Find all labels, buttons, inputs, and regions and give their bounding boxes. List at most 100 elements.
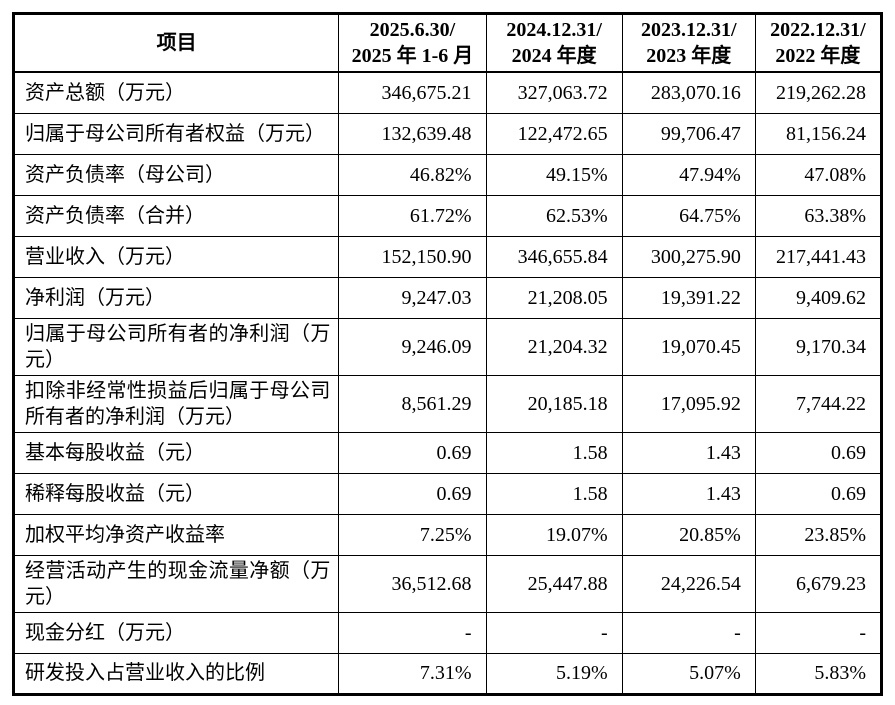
header-col-2025-date: 2025.6.30/ — [369, 19, 456, 41]
cell-value: 5.07% — [621, 652, 756, 695]
cell-value: 9,409.62 — [754, 276, 883, 319]
cell-value: 1.43 — [621, 431, 756, 474]
cell-value: 7,744.22 — [754, 374, 883, 433]
header-row: 项目 2025.6.30/ 2025 年 1-6 月 2024.12.31/ 2… — [12, 13, 883, 73]
cell-value: - — [338, 611, 487, 654]
cell-value: 1.43 — [621, 472, 756, 515]
cell-value: 21,204.32 — [485, 317, 623, 376]
cell-value: 19.07% — [485, 513, 623, 556]
cell-value: 63.38% — [754, 194, 883, 237]
cell-value: - — [754, 611, 883, 654]
row-label: 研发投入占营业收入的比例 — [12, 652, 340, 695]
header-col-2025-period: 2025 年 1-6 月 — [351, 45, 474, 67]
table-row-basic-eps: 基本每股收益（元） 0.69 1.58 1.43 0.69 — [12, 431, 883, 474]
cell-value: 21,208.05 — [485, 276, 623, 319]
table-row-diluted-eps: 稀释每股收益（元） 0.69 1.58 1.43 0.69 — [12, 472, 883, 515]
cell-value: 64.75% — [621, 194, 756, 237]
cell-value: 8,561.29 — [338, 374, 487, 433]
row-label: 扣除非经常性损益后归属于母公司所有者的净利润（万元） — [12, 374, 340, 433]
header-col-2023-date: 2023.12.31/ — [640, 19, 737, 41]
table-row-rd-ratio: 研发投入占营业收入的比例 7.31% 5.19% 5.07% 5.83% — [12, 652, 883, 695]
header-col-2022-period: 2022 年度 — [775, 45, 861, 67]
cell-value: 122,472.65 — [485, 112, 623, 155]
header-col-2023: 2023.12.31/ 2023 年度 — [621, 13, 756, 73]
cell-value: 0.69 — [338, 431, 487, 474]
cell-value: 0.69 — [338, 472, 487, 515]
cell-value: 0.69 — [754, 472, 883, 515]
table-row-debt-ratio-parent: 资产负债率（母公司） 46.82% 49.15% 47.94% 47.08% — [12, 153, 883, 196]
cell-value: 5.83% — [754, 652, 883, 695]
cell-value: 9,247.03 — [338, 276, 487, 319]
cell-value: 1.58 — [485, 431, 623, 474]
table-row-parent-net-profit: 归属于母公司所有者的净利润（万元） 9,246.09 21,204.32 19,… — [12, 317, 883, 376]
header-item-label: 项目 — [12, 13, 340, 73]
table-row-parent-equity: 归属于母公司所有者权益（万元） 132,639.48 122,472.65 99… — [12, 112, 883, 155]
cell-value: 20.85% — [621, 513, 756, 556]
cell-value: 62.53% — [485, 194, 623, 237]
cell-value: 327,063.72 — [485, 71, 623, 114]
row-label: 营业收入（万元） — [12, 235, 340, 278]
row-label: 稀释每股收益（元） — [12, 472, 340, 515]
cell-value: 25,447.88 — [485, 554, 623, 613]
table-row-deducted-net-profit: 扣除非经常性损益后归属于母公司所有者的净利润（万元） 8,561.29 20,1… — [12, 374, 883, 433]
table-row-operating-cash-flow: 经营活动产生的现金流量净额（万元） 36,512.68 25,447.88 24… — [12, 554, 883, 613]
cell-value: 300,275.90 — [621, 235, 756, 278]
row-label: 经营活动产生的现金流量净额（万元） — [12, 554, 340, 613]
cell-value: 47.94% — [621, 153, 756, 196]
row-label: 加权平均净资产收益率 — [12, 513, 340, 556]
header-col-2024-date: 2024.12.31/ — [506, 19, 602, 41]
cell-value: 217,441.43 — [754, 235, 883, 278]
cell-value: 346,655.84 — [485, 235, 623, 278]
cell-value: 23.85% — [754, 513, 883, 556]
cell-value: 152,150.90 — [338, 235, 487, 278]
cell-value: 7.31% — [338, 652, 487, 695]
row-label: 归属于母公司所有者的净利润（万元） — [12, 317, 340, 376]
cell-value: 19,391.22 — [621, 276, 756, 319]
cell-value: 20,185.18 — [485, 374, 623, 433]
row-label: 资产负债率（合并） — [12, 194, 340, 237]
header-col-2023-period: 2023 年度 — [646, 45, 732, 67]
cell-value: - — [485, 611, 623, 654]
header-col-2022-date: 2022.12.31/ — [770, 19, 866, 41]
cell-value: 24,226.54 — [621, 554, 756, 613]
cell-value: 5.19% — [485, 652, 623, 695]
cell-value: 9,170.34 — [754, 317, 883, 376]
table-row-debt-ratio-consolidated: 资产负债率（合并） 61.72% 62.53% 64.75% 63.38% — [12, 194, 883, 237]
row-label: 资产总额（万元） — [12, 71, 340, 114]
cell-value: 346,675.21 — [338, 71, 487, 114]
row-label: 资产负债率（母公司） — [12, 153, 340, 196]
cell-value: 81,156.24 — [754, 112, 883, 155]
row-label: 现金分红（万元） — [12, 611, 340, 654]
cell-value: 46.82% — [338, 153, 487, 196]
header-col-2024: 2024.12.31/ 2024 年度 — [485, 13, 623, 73]
cell-value: 7.25% — [338, 513, 487, 556]
table-row-revenue: 营业收入（万元） 152,150.90 346,655.84 300,275.9… — [12, 235, 883, 278]
cell-value: 47.08% — [754, 153, 883, 196]
table-row-weighted-roe: 加权平均净资产收益率 7.25% 19.07% 20.85% 23.85% — [12, 513, 883, 556]
cell-value: 6,679.23 — [754, 554, 883, 613]
table-row-net-profit: 净利润（万元） 9,247.03 21,208.05 19,391.22 9,4… — [12, 276, 883, 319]
header-col-2024-period: 2024 年度 — [511, 45, 597, 67]
cell-value: 283,070.16 — [621, 71, 756, 114]
financial-summary-table: 项目 2025.6.30/ 2025 年 1-6 月 2024.12.31/ 2… — [12, 12, 883, 696]
cell-value: 132,639.48 — [338, 112, 487, 155]
cell-value: 0.69 — [754, 431, 883, 474]
cell-value: 17,095.92 — [621, 374, 756, 433]
cell-value: 1.58 — [485, 472, 623, 515]
table-row-cash-dividend: 现金分红（万元） - - - - — [12, 611, 883, 654]
row-label: 净利润（万元） — [12, 276, 340, 319]
cell-value: 219,262.28 — [754, 71, 883, 114]
header-col-2022: 2022.12.31/ 2022 年度 — [754, 13, 883, 73]
row-label: 基本每股收益（元） — [12, 431, 340, 474]
cell-value: 61.72% — [338, 194, 487, 237]
cell-value: - — [621, 611, 756, 654]
row-label: 归属于母公司所有者权益（万元） — [12, 112, 340, 155]
cell-value: 49.15% — [485, 153, 623, 196]
cell-value: 99,706.47 — [621, 112, 756, 155]
cell-value: 9,246.09 — [338, 317, 487, 376]
header-col-2025: 2025.6.30/ 2025 年 1-6 月 — [338, 13, 487, 73]
table-row-total-assets: 资产总额（万元） 346,675.21 327,063.72 283,070.1… — [12, 71, 883, 114]
cell-value: 19,070.45 — [621, 317, 756, 376]
cell-value: 36,512.68 — [338, 554, 487, 613]
